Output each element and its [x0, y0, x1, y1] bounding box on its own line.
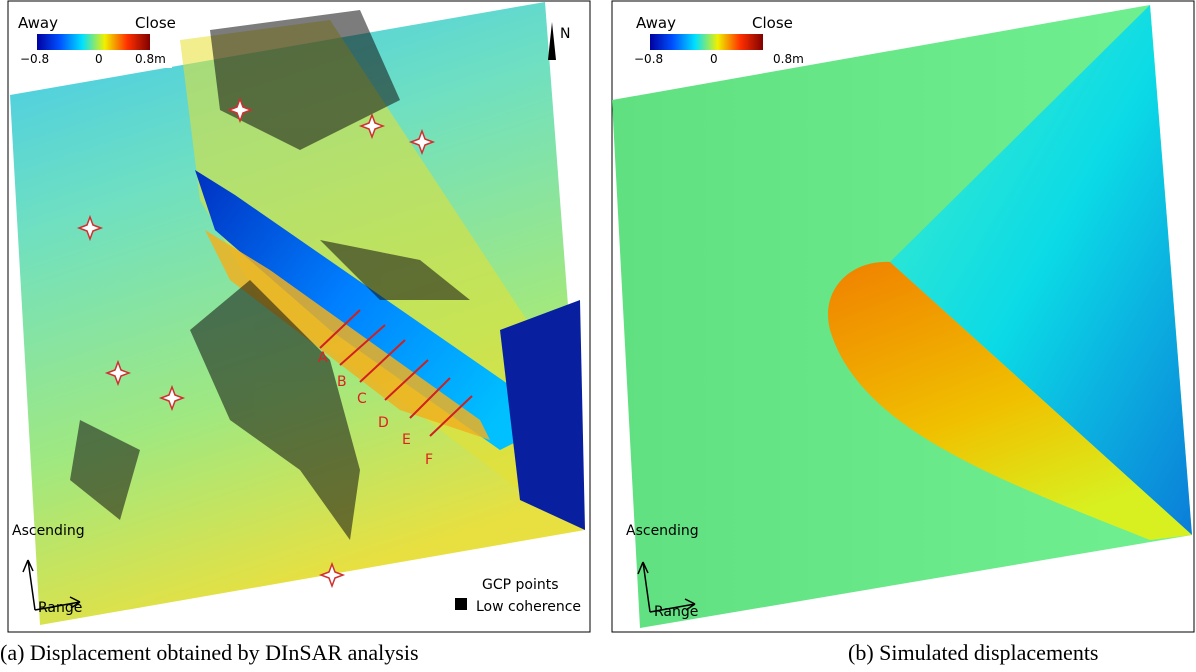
label: N	[560, 26, 570, 42]
label: −0.8	[20, 52, 49, 66]
figure: A B C D E F Away Close −0.8 0 0.8m N Asc…	[0, 0, 1196, 668]
label: 0	[95, 52, 103, 66]
shape	[37, 34, 150, 50]
label: Range	[654, 604, 698, 620]
label: A	[318, 350, 328, 366]
label: Close	[752, 14, 793, 32]
label: Ascending	[12, 523, 85, 539]
label: C	[357, 391, 367, 407]
label: Range	[38, 600, 82, 616]
shape	[455, 598, 467, 610]
label: Ascending	[626, 523, 699, 539]
page: html,body{margin:0;padding:0;background:…	[0, 0, 1196, 668]
label: F	[425, 452, 433, 468]
panel-b: Away Close −0.8 0 0.8m Ascending Range	[612, 1, 1194, 632]
label: B	[337, 374, 347, 390]
label: Away	[18, 14, 58, 32]
label: Low coherence	[476, 599, 581, 615]
label: E	[402, 432, 411, 448]
label: Close	[135, 14, 176, 32]
label: D	[378, 415, 389, 431]
label: 0	[710, 52, 718, 66]
label: 0.8m	[135, 52, 166, 66]
label: Away	[636, 14, 676, 32]
label: 0.8m	[773, 52, 804, 66]
panel-a: A B C D E F Away Close −0.8 0 0.8m N Asc…	[8, 1, 590, 632]
caption: (a) Displacement obtained by DInSAR anal…	[0, 640, 419, 665]
shape	[650, 34, 763, 50]
label: GCP points	[482, 577, 559, 593]
caption: (b) Simulated displacements	[848, 640, 1099, 665]
label: −0.8	[634, 52, 663, 66]
body: {"panel_a":{"legend":{"low_label":"Away"…	[0, 0, 1196, 668]
